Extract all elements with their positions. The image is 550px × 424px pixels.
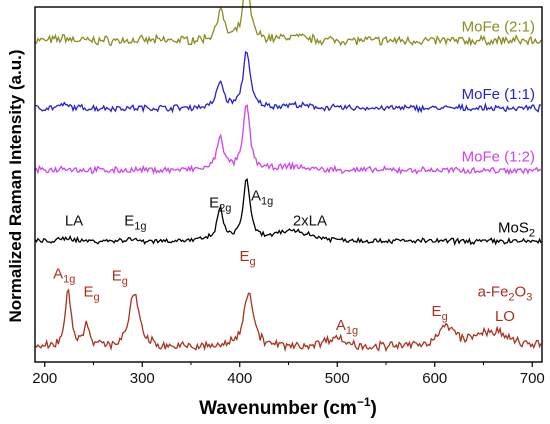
x-tick-label-5: 700	[520, 370, 545, 387]
peak-label-2: E2g	[209, 195, 231, 215]
peak-label-6: Eg	[83, 283, 99, 303]
peak-label-8: Eg	[239, 248, 255, 268]
peak-label-11: a-Fe2O3	[478, 283, 533, 303]
peak-label-5: A1g	[53, 266, 75, 286]
series-label-2: MoFe (1:2)	[462, 148, 535, 165]
peak-label-3: A1g	[251, 187, 273, 207]
series-line-4	[34, 288, 542, 353]
y-axis-title: Normalized Raman Intensity (a.u.)	[6, 50, 25, 323]
peak-label-1: E1g	[124, 212, 146, 232]
x-tick-label-1: 300	[130, 370, 155, 387]
series-line-2	[34, 104, 542, 176]
series-line-0	[34, 0, 542, 47]
peak-label-10: Eg	[432, 303, 448, 323]
series-label-3: MoS2	[498, 219, 535, 239]
x-tick-label-0: 200	[32, 370, 57, 387]
peak-label-7: Eg	[112, 267, 128, 287]
plot-frame	[34, 6, 543, 363]
series-line-3	[34, 178, 542, 247]
x-axis-title: Wavenumber (cm−1)	[199, 395, 377, 419]
x-tick-label-4: 600	[422, 370, 447, 387]
series-label-0: MoFe (2:1)	[462, 19, 535, 36]
series-line-1	[34, 50, 542, 114]
x-axis-title-sup: −1	[357, 395, 371, 409]
x-tick-label-3: 500	[325, 370, 350, 387]
peak-label-4: 2xLA	[293, 212, 327, 229]
x-axis-title-main: Wavenumber (cm	[199, 398, 357, 419]
peak-label-12: LO	[495, 308, 515, 325]
peak-label-0: LA	[65, 212, 83, 229]
peak-label-9: A1g	[336, 317, 358, 337]
series-label-1: MoFe (1:1)	[462, 86, 535, 103]
x-tick-label-2: 400	[227, 370, 252, 387]
x-axis-title-end: )	[371, 398, 377, 419]
